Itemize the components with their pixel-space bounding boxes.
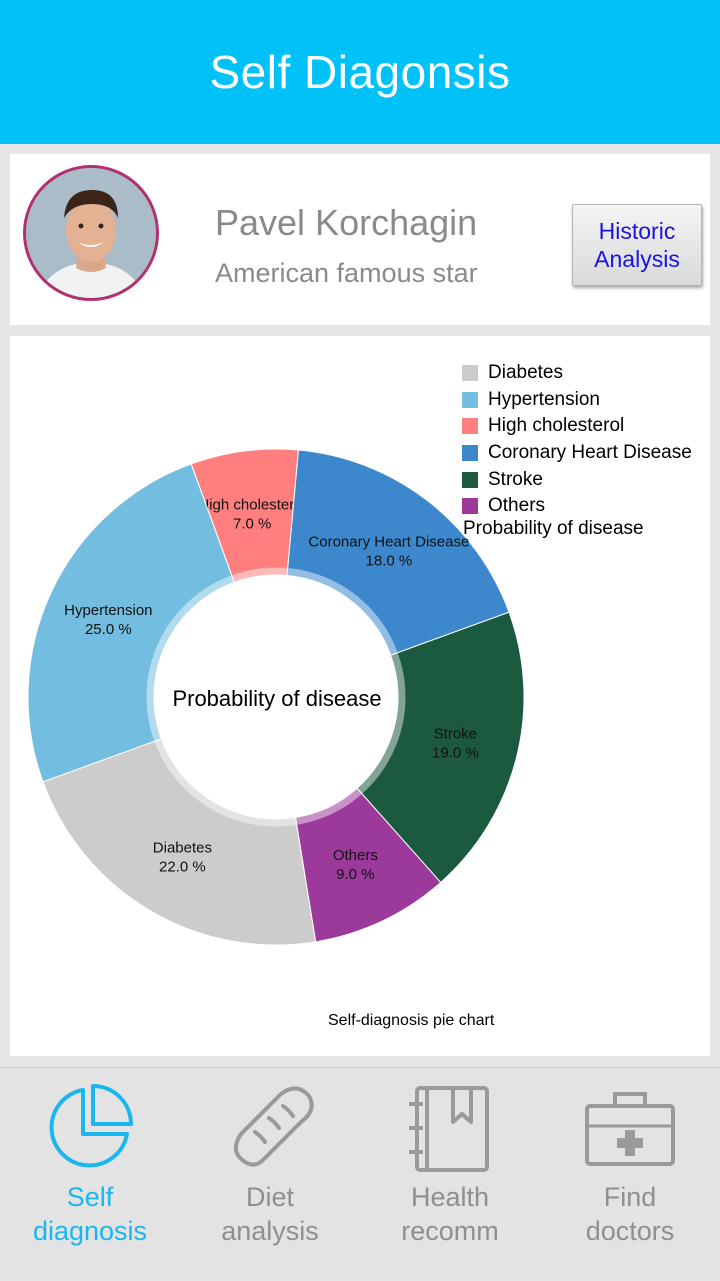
legend-label: Diabetes [488, 362, 563, 384]
slice-value-label: 25.0 % [85, 621, 132, 638]
donut-inner-ring [146, 567, 406, 827]
slice-label: Stroke [434, 725, 477, 742]
historic-analysis-button[interactable]: Historic Analysis [572, 204, 702, 286]
chart-card: High cholesterol 7.0 % Coronary Heart Dise… [10, 336, 710, 1056]
donut-slice[interactable] [286, 449, 510, 656]
legend-label: High cholesterol [488, 415, 625, 437]
chart-description: Self-diagnosis pie chart [328, 1012, 495, 1029]
legend-swatch [462, 498, 478, 515]
donut-center-label: Probability of disease [172, 686, 382, 711]
legend-label: Stroke [488, 468, 543, 490]
slice-label: Hypertension [64, 602, 152, 619]
pie-chart-icon [49, 1084, 133, 1168]
nav-self-diagnosis[interactable]: Self diagnosis [0, 1068, 180, 1281]
nav-diet-analysis[interactable]: Diet analysis [180, 1068, 360, 1281]
legend-label: Coronary Heart Disease [488, 442, 692, 464]
app-header: Self Diagonsis [0, 0, 720, 144]
slice-value-label: 22.0 % [159, 859, 206, 876]
legend-swatch [462, 391, 478, 408]
user-subtitle: American famous star [215, 258, 478, 288]
nav-label: Diet analysis [221, 1182, 319, 1246]
legend-swatch [462, 471, 478, 488]
donut-slice[interactable] [27, 463, 235, 783]
legend-swatch [462, 365, 478, 382]
avatar-photo [26, 168, 156, 298]
bottom-nav: Self diagnosis Diet analysis Health recomm [0, 1067, 720, 1280]
legend-item: Hypertension [462, 387, 692, 414]
avatar [23, 165, 159, 301]
legend-label: Hypertension [488, 388, 600, 410]
donut-slice[interactable] [356, 611, 525, 884]
legend-item: Stroke [462, 466, 692, 493]
nav-health-recomm[interactable]: Health recomm [360, 1068, 540, 1281]
slice-label: Others [333, 847, 378, 864]
bread-icon [233, 1086, 314, 1167]
slice-value-label: 18.0 % [366, 552, 413, 569]
donut-hole [162, 583, 390, 811]
legend-item: High cholesterol [462, 413, 692, 440]
page-title: Self Diagonsis [209, 46, 511, 98]
nav-label: Health recomm [401, 1182, 499, 1246]
legend-swatch [462, 418, 478, 435]
slice-value-label: 9.0 % [336, 866, 374, 883]
legend-caption: Probability of disease [463, 518, 644, 539]
medical-kit-icon [585, 1092, 675, 1166]
slice-label: Diabetes [153, 840, 212, 857]
nav-label: Self diagnosis [32, 1182, 148, 1246]
slice-label: Coronary Heart Disease [308, 533, 469, 550]
legend-item: Others [462, 493, 692, 520]
legend-item: Diabetes [462, 360, 692, 387]
legend-item: Coronary Heart Disease [462, 440, 692, 467]
slice-value-label: 7.0 % [233, 516, 271, 533]
profile-card: Pavel Korchagin American famous star His… [10, 154, 710, 325]
chart-legend: Diabetes Hypertension High cholesterol Coro… [462, 360, 692, 520]
donut-chart: High cholesterol 7.0 % Coronary Heart Dise… [27, 448, 525, 946]
legend-swatch [462, 445, 478, 462]
nav-label: Find doctors [585, 1182, 675, 1246]
slice-value-label: 19.0 % [432, 744, 479, 761]
legend-label: Others [488, 495, 546, 517]
donut-slice[interactable] [42, 738, 317, 946]
notebook-icon [409, 1086, 489, 1172]
nav-find-doctors[interactable]: Find doctors [540, 1068, 720, 1281]
user-name: Pavel Korchagin [215, 202, 478, 243]
slice-label: High cholesterol [198, 497, 306, 514]
